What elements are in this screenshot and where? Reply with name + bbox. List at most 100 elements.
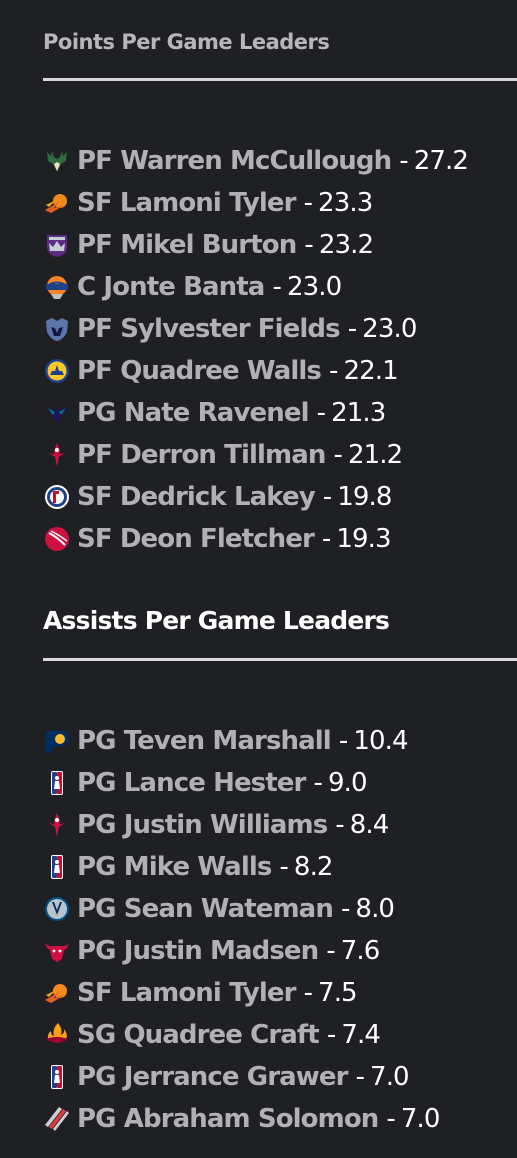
stat-value: 7.6 — [340, 936, 381, 966]
player-position: PF — [77, 440, 113, 470]
stat-separator: - — [304, 230, 313, 260]
player-name: Jerrance Grawer — [123, 1062, 349, 1092]
knicks-logo-icon — [43, 273, 71, 301]
player-position: PG — [77, 1062, 117, 1092]
leader-row: SG Quadree Craft -7.4 — [43, 1014, 440, 1056]
leader-row: SF Lamoni Tyler -23.3 — [43, 182, 468, 224]
player-name: Abraham Solomon — [123, 1104, 380, 1134]
leader-row: PG Sean Wateman -8.0 — [43, 888, 440, 930]
player-name: Lamoni Tyler — [119, 188, 297, 218]
player-name: Sean Wateman — [123, 894, 334, 924]
stat-value: 19.8 — [337, 482, 392, 512]
suns-logo-icon — [43, 189, 71, 217]
player-link[interactable]: PG Sean Wateman — [77, 894, 334, 924]
leader-row: PG Justin Madsen -7.6 — [43, 930, 440, 972]
leader-row: PF Mikel Burton -23.2 — [43, 224, 468, 266]
stat-separator: - — [303, 978, 313, 1008]
player-link[interactable]: PG Mike Walls — [77, 852, 272, 882]
stat-separator: - — [279, 852, 288, 882]
points-divider — [43, 78, 517, 81]
player-link[interactable]: PF Sylvester Fields — [77, 314, 341, 344]
player-link[interactable]: PF Warren McCullough — [77, 146, 392, 176]
player-name: Justin Madsen — [123, 936, 319, 966]
player-link[interactable]: SG Quadree Craft — [77, 1020, 320, 1050]
leader-row: PG Jerrance Grawer -7.0 — [43, 1056, 440, 1098]
stat-separator: - — [322, 482, 332, 512]
stat-separator: - — [386, 1104, 395, 1134]
player-link[interactable]: PG Teven Marshall — [77, 726, 332, 756]
points-leaders-list: PF Warren McCullough -27.2 SF Lamoni Tyler… — [43, 140, 469, 560]
leader-row: PG Mike Walls -8.2 — [43, 846, 440, 888]
player-position: PG — [77, 936, 117, 966]
player-link[interactable]: PG Nate Ravenel — [77, 398, 309, 428]
stat-value: 22.1 — [343, 356, 398, 386]
bucks-logo-icon — [43, 147, 71, 175]
rockets-logo-icon — [43, 811, 71, 839]
player-name: Teven Marshall — [123, 726, 332, 756]
player-name: Quadree Walls — [120, 356, 322, 386]
leader-row: PG Justin Williams -8.4 — [43, 804, 440, 846]
player-name: Lance Hester — [123, 768, 307, 798]
stat-separator: - — [347, 314, 357, 344]
nba-logo-icon — [43, 1063, 71, 1091]
player-link[interactable]: SF Deon Fletcher — [77, 524, 315, 554]
stat-value: 21.3 — [331, 398, 386, 428]
player-name: Deon Fletcher — [119, 524, 315, 554]
player-link[interactable]: SF Lamoni Tyler — [77, 188, 296, 218]
player-link[interactable]: PG Jerrance Grawer — [77, 1062, 348, 1092]
stat-value: 23.0 — [362, 314, 417, 344]
player-name: Justin Williams — [123, 810, 328, 840]
stat-value: 8.0 — [355, 894, 395, 924]
pacers-logo-icon — [43, 727, 71, 755]
player-name: Sylvester Fields — [120, 314, 340, 344]
stat-value: 7.4 — [341, 1020, 381, 1050]
player-link[interactable]: PF Mikel Burton — [77, 230, 297, 260]
warriors-logo-icon — [43, 357, 71, 385]
stat-value: 8.4 — [349, 810, 390, 840]
player-link[interactable]: PG Justin Madsen — [77, 936, 319, 966]
player-link[interactable]: PG Justin Williams — [77, 810, 328, 840]
stat-separator: - — [340, 894, 350, 924]
player-link[interactable]: C Jonte Banta — [77, 272, 265, 302]
player-position: PG — [77, 1104, 117, 1134]
player-position: SF — [77, 188, 113, 218]
player-position: PG — [77, 726, 117, 756]
player-name: Lamoni Tyler — [119, 978, 297, 1008]
player-link[interactable]: PG Abraham Solomon — [77, 1104, 380, 1134]
player-name: Dedrick Lakey — [119, 482, 316, 512]
stat-separator: - — [333, 440, 343, 470]
leader-row: SF Lamoni Tyler -7.5 — [43, 972, 440, 1014]
player-link[interactable]: SF Lamoni Tyler — [77, 978, 296, 1008]
player-position: C — [77, 272, 96, 302]
player-position: PF — [77, 314, 113, 344]
player-name: Warren McCullough — [120, 146, 392, 176]
stat-value: 7.5 — [318, 978, 358, 1008]
leader-row: PG Lance Hester -9.0 — [43, 762, 440, 804]
rockets-logo-icon — [43, 441, 71, 469]
assists-leaders-list: PG Teven Marshall - 10.4 PG Lance Hester -9.… — [43, 720, 440, 1140]
stat-separator: - — [321, 524, 331, 554]
stat-value: 10.4 — [353, 726, 408, 756]
player-position: PF — [77, 230, 113, 260]
leader-row: PF Warren McCullough -27.2 — [43, 140, 469, 182]
raptors-logo-icon — [43, 525, 71, 553]
player-position: PF — [77, 356, 113, 386]
leader-row: SF Dedrick Lakey -19.8 — [43, 476, 468, 518]
player-link[interactable]: SF Dedrick Lakey — [77, 482, 316, 512]
player-name: Derron Tillman — [120, 440, 326, 470]
stat-value: 19.3 — [336, 524, 391, 554]
player-name: Nate Ravenel — [123, 398, 310, 428]
grizzlies-logo-icon — [43, 315, 71, 343]
stat-value: 23.0 — [286, 272, 342, 302]
player-link[interactable]: PF Quadree Walls — [77, 356, 322, 386]
player-link[interactable]: PF Derron Tillman — [77, 440, 326, 470]
stat-separator: - — [399, 146, 408, 176]
leader-row: PF Quadree Walls -22.1 — [43, 350, 468, 392]
stat-separator: - — [316, 398, 326, 428]
player-link[interactable]: PG Lance Hester — [77, 768, 307, 798]
stat-value: 23.3 — [318, 188, 373, 218]
suns-logo-icon — [43, 979, 71, 1007]
hornets-logo-icon — [43, 399, 71, 427]
stat-separator: - — [313, 768, 322, 798]
kings-logo-icon — [43, 231, 71, 259]
